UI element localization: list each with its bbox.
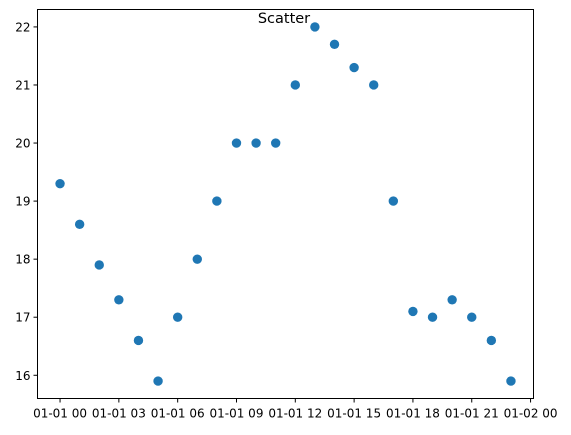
data-point: [55, 178, 65, 189]
y-tick-label: 16: [15, 369, 30, 383]
x-tick-label: 01-01 15: [327, 407, 381, 421]
y-tick-label: 21: [15, 78, 30, 92]
data-point: [212, 196, 222, 206]
data-point: [251, 138, 261, 148]
data-point: [467, 312, 477, 322]
data-point: [329, 39, 340, 50]
chart-title: Scatter: [258, 11, 310, 27]
y-tick-label: 17: [15, 311, 30, 325]
data-point: [153, 376, 163, 386]
data-point: [94, 260, 104, 270]
x-tick-label: 01-01 00: [33, 407, 87, 421]
data-point: [427, 312, 438, 322]
data-point: [290, 80, 301, 90]
data-point: [172, 312, 183, 322]
x-tick-label: 01-01 03: [92, 407, 146, 421]
data-point: [310, 22, 320, 32]
y-tick-label: 22: [15, 20, 30, 34]
data-points: [55, 22, 516, 386]
x-axis: 01-01 00 01-01 03 01-01 06 01-01 09 01-01 12…: [33, 398, 558, 421]
x-tick-label: 01-02 00: [504, 407, 558, 421]
x-tick-label: 01-01 18: [386, 407, 440, 421]
data-point: [192, 254, 202, 264]
y-tick-label: 18: [15, 253, 30, 267]
x-tick-label: 01-01 06: [151, 407, 205, 421]
data-point: [388, 196, 399, 206]
data-point: [133, 335, 144, 346]
data-point: [114, 295, 124, 305]
y-tick-label: 20: [15, 137, 30, 151]
x-tick-label: 01-01 12: [268, 407, 322, 421]
data-point: [369, 80, 379, 90]
data-point: [486, 335, 497, 346]
data-point: [74, 219, 85, 230]
x-tick-label: 01-01 09: [210, 407, 264, 421]
x-tick-label: 01-01 21: [445, 407, 499, 421]
data-point: [408, 306, 418, 317]
y-axis: 16 17 18 19 20 21 22: [15, 20, 38, 383]
plot-frame: [37, 9, 534, 399]
data-point: [506, 376, 516, 386]
data-point: [349, 62, 359, 73]
data-point: [270, 138, 281, 148]
data-point: [231, 138, 242, 148]
data-point: [447, 295, 457, 305]
y-tick-label: 19: [15, 195, 30, 209]
